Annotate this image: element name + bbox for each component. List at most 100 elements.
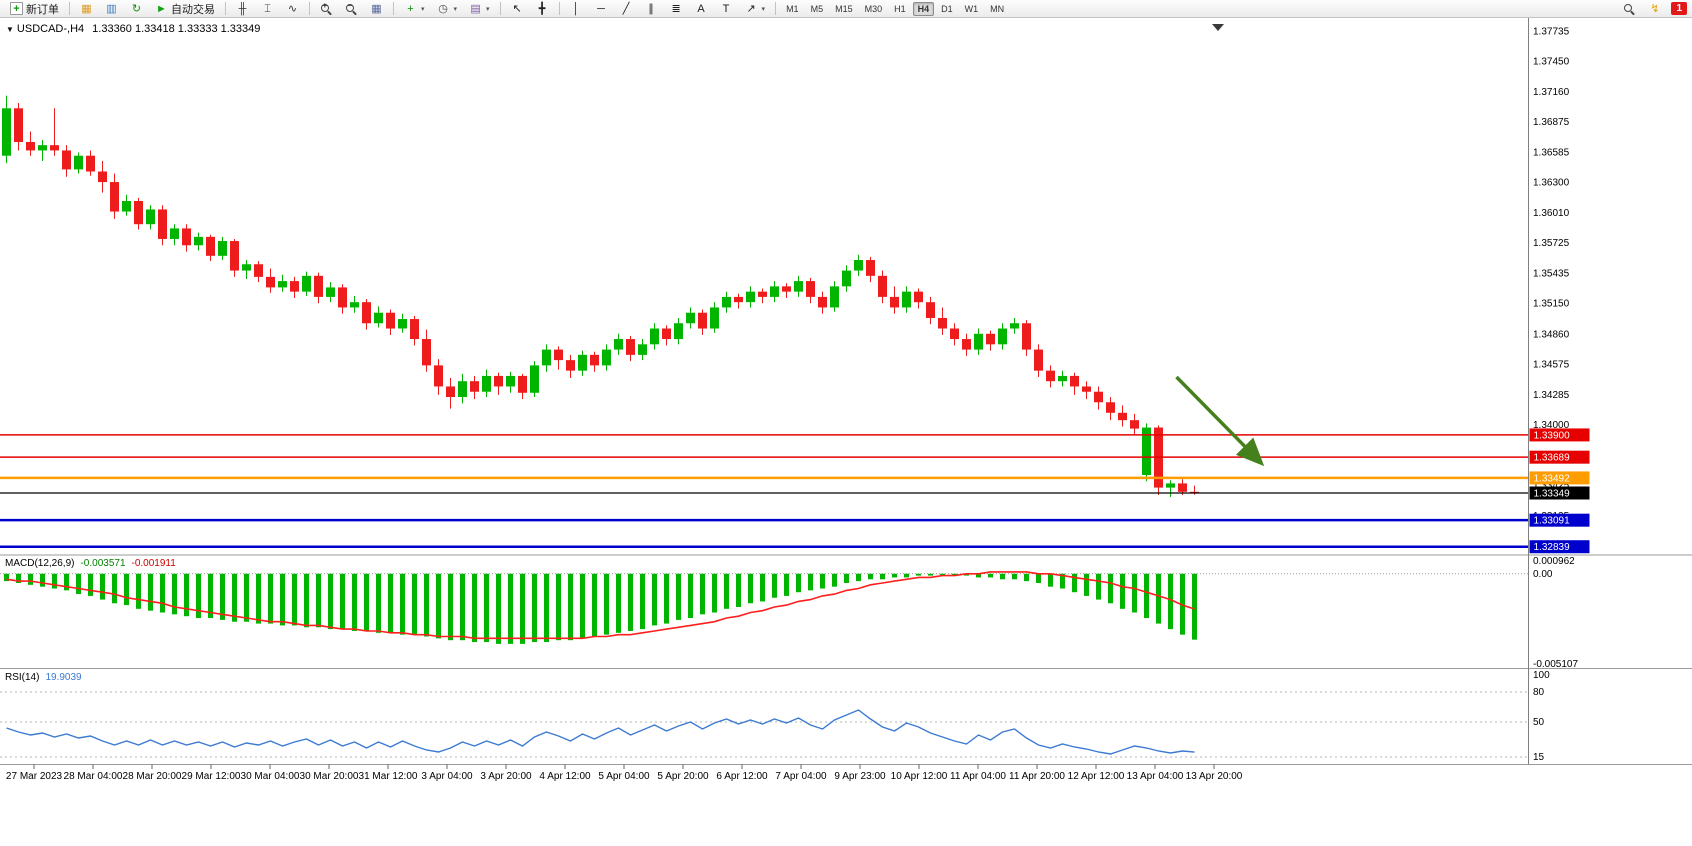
candle-bullish	[1058, 375, 1067, 382]
candle-bullish	[278, 281, 287, 288]
candle-bullish	[854, 260, 863, 271]
macd-histogram-bar	[664, 573, 669, 624]
chart-canvas[interactable]: 1.37735 1.37450 1.37160 1.36875 1.36585 1.363…	[0, 18, 1692, 846]
notification-badge[interactable]: 1	[1671, 2, 1687, 15]
chevron-down-icon: ▾	[453, 5, 458, 13]
cursor-button[interactable]: ↖	[506, 1, 529, 17]
timeframe-button-m15[interactable]: M15	[835, 3, 853, 14]
quick-actions-button[interactable]: ↯	[1643, 1, 1666, 17]
timeframe-button-m5[interactable]: M5	[810, 3, 824, 14]
price-badge-label: 1.33689	[1534, 453, 1571, 464]
timeframe-button-m1[interactable]: M1	[786, 3, 799, 14]
timeframe-button-w1[interactable]: W1	[964, 3, 979, 14]
timeframe-button-mn[interactable]: MN	[990, 3, 1005, 14]
time-tick-label: 5 Apr 04:00	[598, 771, 650, 782]
line-chart-button[interactable]: ∿	[281, 1, 304, 17]
candle-bullish	[1166, 483, 1175, 488]
candle-bearish	[182, 228, 191, 246]
horizontal-line-icon: ─	[597, 2, 605, 15]
macd-histogram-bar	[556, 573, 561, 641]
macd-histogram-bar	[1192, 573, 1197, 640]
timeframe-button-m30[interactable]: M30	[864, 3, 883, 14]
periods-button[interactable]: ◷ ▾	[432, 1, 463, 17]
candle-bullish	[602, 349, 611, 366]
time-axis: 27 Mar 2023 28 Mar 04:00 28 Mar 20:00 29 Ma…	[6, 764, 1243, 782]
macd-histogram-bar	[616, 573, 621, 633]
cursor-icon: ↖	[512, 2, 522, 15]
trend-arrow-annotation[interactable]	[1175, 375, 1265, 467]
bar-chart-button[interactable]: ╫	[231, 1, 254, 17]
candle-bearish	[758, 291, 767, 297]
autotrading-button[interactable]: ► 自动交易	[150, 1, 220, 17]
new-order-button[interactable]: + 新订单	[5, 1, 64, 17]
chevron-down-icon: ▾	[761, 5, 766, 13]
text-label-icon: T	[722, 2, 730, 15]
candle-bullish	[638, 344, 647, 355]
price-tick-label: 1.36585	[1533, 148, 1570, 159]
candle-bearish	[1034, 349, 1043, 371]
price-badge	[1529, 428, 1590, 442]
arrows-button[interactable]: ↗ ▾	[740, 1, 771, 17]
candle-bullish	[974, 333, 983, 350]
new-order-button-label: 新订单	[26, 3, 59, 16]
crosshair-icon: ╋	[538, 2, 546, 15]
clock-icon: ◷	[438, 2, 448, 15]
search-button[interactable]	[1618, 1, 1641, 17]
macd-signal-line	[6, 571, 1195, 640]
toolbar-separator	[393, 2, 394, 15]
zoom-out-button[interactable]: −	[340, 1, 363, 17]
channel-button[interactable]: ∥	[640, 1, 663, 17]
one-click-trading-arrow-icon[interactable]: ▼	[6, 25, 14, 34]
candle-bearish	[662, 328, 671, 340]
price-tick-label: 1.34000	[1533, 420, 1570, 431]
timeframe-button-d1[interactable]: D1	[941, 3, 953, 14]
tile-windows-button[interactable]: ▦	[365, 1, 388, 17]
chart-shift-marker-icon[interactable]	[1212, 24, 1224, 31]
candle-bullish	[326, 287, 335, 297]
price-tick-label: 1.34860	[1533, 329, 1570, 340]
macd-histogram-bar	[1108, 573, 1113, 604]
macd-histogram-bar	[40, 573, 45, 587]
trendline-button[interactable]: ╱	[615, 1, 638, 17]
price-tick-label: 1.34285	[1533, 390, 1570, 401]
macd-histogram-bar	[268, 573, 273, 624]
text-button[interactable]: A	[690, 1, 713, 17]
indicators-button[interactable]: + ▾	[399, 1, 430, 17]
candle-bullish	[194, 236, 203, 246]
chart-window-button[interactable]: ▥	[100, 1, 123, 17]
candle-bearish	[566, 360, 575, 371]
candle-bearish	[962, 339, 971, 350]
macd-histogram-bar	[496, 573, 501, 644]
market-watch-button[interactable]: ▦	[75, 1, 98, 17]
macd-histogram-bar	[400, 573, 405, 635]
zoom-in-button[interactable]: +	[315, 1, 338, 17]
vertical-line-button[interactable]: │	[565, 1, 588, 17]
refresh-button[interactable]: ↻	[125, 1, 148, 17]
fibonacci-button[interactable]: ≣	[665, 1, 688, 17]
macd-histogram-bar	[1000, 573, 1005, 580]
macd-histogram-bar	[904, 573, 909, 578]
macd-axis-label: 0.00	[1533, 569, 1553, 580]
price-badge	[1529, 486, 1590, 500]
timeframe-button-h4[interactable]: H4	[912, 1, 935, 16]
candlestick-chart-button[interactable]: ⌶	[256, 1, 279, 17]
price-lines-layer	[0, 434, 1528, 548]
crosshair-button[interactable]: ╋	[531, 1, 554, 17]
candle-bearish	[806, 281, 815, 297]
macd-histogram-bar	[568, 573, 573, 641]
candle-bullish	[146, 209, 155, 225]
time-tick-label: 28 Mar 04:00	[64, 771, 123, 782]
candle-bearish	[386, 312, 395, 329]
macd-histogram-bar	[724, 573, 729, 609]
templates-button[interactable]: ▤ ▾	[464, 1, 495, 17]
candle-bearish	[338, 287, 347, 308]
horizontal-line-button[interactable]: ─	[590, 1, 613, 17]
candle-bearish	[314, 275, 323, 297]
timeframe-button-h1[interactable]: H1	[894, 3, 906, 14]
price-badge	[1529, 513, 1590, 527]
time-tick-label: 4 Apr 12:00	[539, 771, 591, 782]
candle-bearish	[890, 296, 899, 308]
text-icon: A	[697, 2, 705, 15]
macd-histogram-bar	[700, 573, 705, 615]
text-label-button[interactable]: T	[715, 1, 738, 17]
